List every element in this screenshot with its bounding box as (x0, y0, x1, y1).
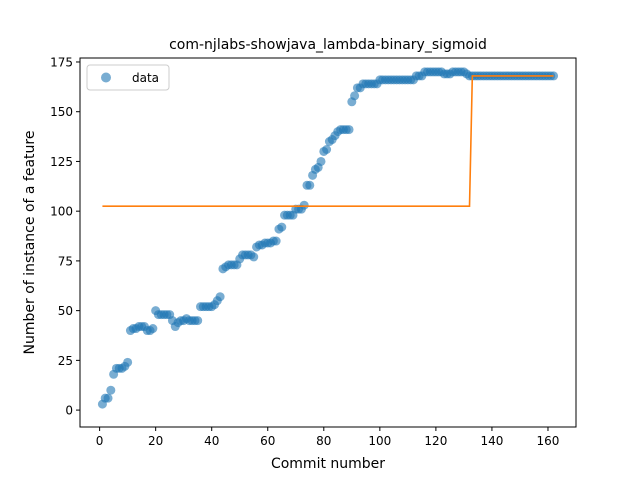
x-tick-label-120: 120 (424, 434, 447, 448)
data-point-43 (215, 292, 225, 302)
plot-area (97, 67, 559, 409)
data-point-89 (344, 125, 354, 135)
x-tick-label-40: 40 (204, 434, 219, 448)
y-tick-label-50: 50 (58, 304, 73, 318)
axes-frame (79, 57, 577, 428)
data-point-91 (350, 91, 360, 101)
y-tick-label-25: 25 (58, 354, 73, 368)
data-point-79 (316, 156, 326, 166)
data-point-10 (123, 357, 133, 367)
y-tick-label-75: 75 (58, 254, 73, 268)
data-point-81 (322, 145, 332, 154)
x-tick-label-100: 100 (368, 434, 391, 448)
data-point-55 (249, 252, 259, 262)
x-tick-label-80: 80 (316, 434, 331, 448)
x-axis-label: Commit number (271, 456, 385, 472)
data-point-3 (103, 393, 113, 403)
data-point-75 (305, 180, 315, 190)
y-tick-label-100: 100 (50, 205, 73, 219)
legend-label-data: data (132, 71, 159, 85)
data-point-19 (148, 324, 158, 334)
legend-marker-data (101, 72, 111, 83)
chart-title: com-njlabs-showjava_lambda-binary_sigmoi… (169, 37, 487, 53)
data-point-73 (299, 200, 309, 210)
x-axis: 0 20 40 60 80 100 120 140 160 (96, 427, 560, 448)
data-point-63 (271, 236, 281, 246)
data-point-4 (106, 385, 116, 395)
y-axis-label: Number of instance of a feature (22, 131, 38, 355)
x-tick-label-20: 20 (148, 434, 163, 448)
x-tick-label-0: 0 (96, 434, 104, 448)
x-tick-label-60: 60 (260, 434, 275, 448)
y-axis: 0 25 50 75 100 125 150 175 (50, 55, 80, 418)
legend: data (86, 64, 170, 91)
x-tick-label-160: 160 (537, 434, 560, 448)
data-point-35 (193, 316, 203, 326)
x-tick-label-140: 140 (480, 434, 503, 448)
legend-box (86, 64, 170, 91)
y-tick-label-0: 0 (65, 404, 73, 418)
data-point-65 (277, 222, 287, 232)
y-tick-label-125: 125 (50, 155, 73, 169)
fit-line (102, 75, 554, 207)
y-tick-label-175: 175 (50, 55, 73, 69)
y-tick-label-150: 150 (50, 105, 73, 119)
